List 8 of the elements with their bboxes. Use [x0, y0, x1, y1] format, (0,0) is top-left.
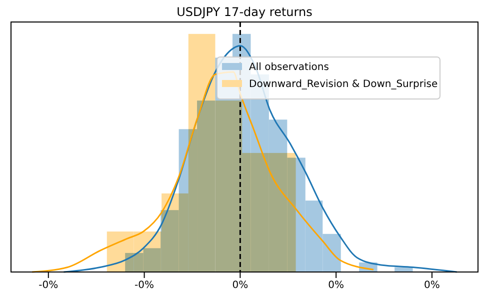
x-tick-label: -0% [38, 280, 58, 292]
x-tick-label: 0% [232, 280, 248, 292]
legend-label: All observations [249, 62, 329, 73]
x-tick-label: -0% [134, 280, 154, 292]
x-tick-label: 0% [424, 280, 440, 292]
legend-label: Downward_Revision & Down_Surprise [249, 79, 438, 90]
x-tick-label: 0% [328, 280, 344, 292]
chart-title: USDJPY 17-day returns [176, 5, 312, 19]
